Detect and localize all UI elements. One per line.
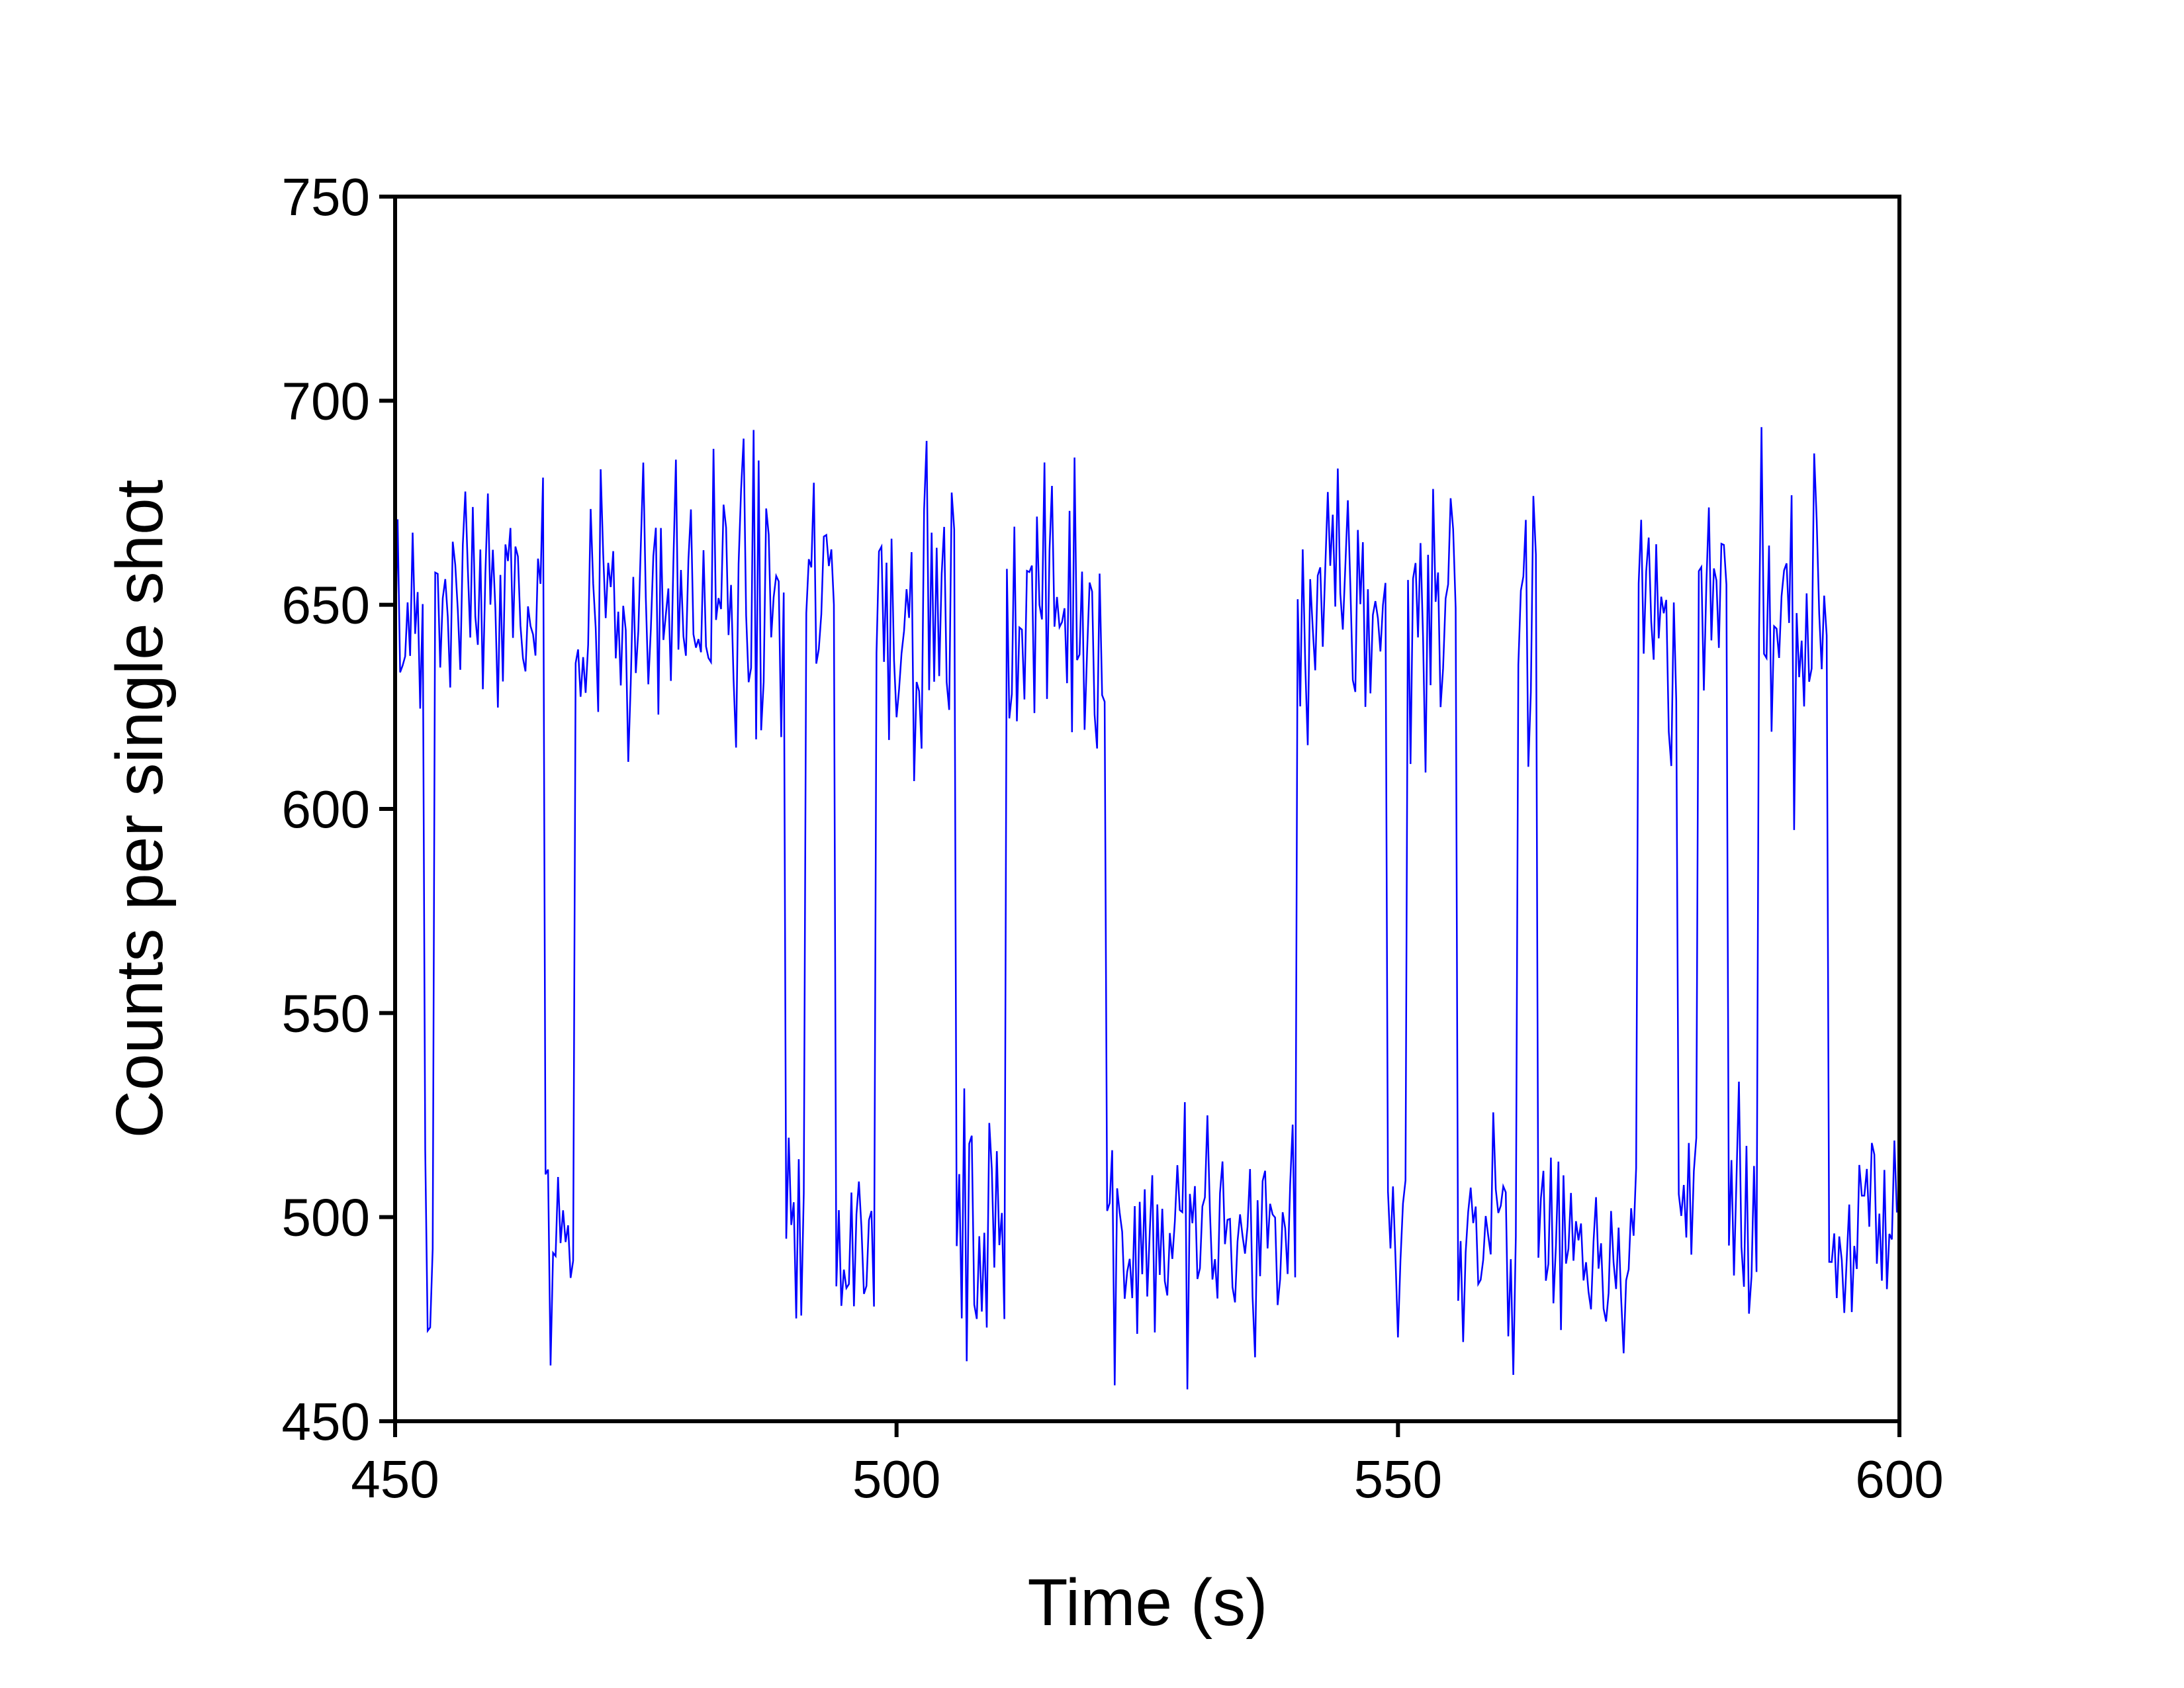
x-tick-label: 600 [1855, 1450, 1943, 1509]
series-layer [395, 427, 1898, 1389]
x-tick-label: 550 [1354, 1450, 1442, 1509]
y-tick-label: 450 [282, 1392, 370, 1451]
y-tick-label: 700 [282, 371, 370, 430]
x-axis-ticks: 450 500 550 600 [351, 1421, 1944, 1509]
y-tick-label: 600 [282, 780, 370, 839]
series-line [395, 427, 1898, 1389]
x-tick-label: 500 [852, 1450, 940, 1509]
y-axis-label: Counts per single shot [103, 479, 177, 1138]
plot-frame [393, 195, 1901, 1423]
y-axis-ticks: 450 500 550 600 650 700 750 [282, 167, 395, 1451]
x-tick-label: 450 [351, 1450, 439, 1509]
y-tick-label: 650 [282, 576, 370, 635]
x-axis-label: Time (s) [1028, 1566, 1268, 1640]
y-tick-label: 750 [282, 167, 370, 226]
y-tick-label: 500 [282, 1188, 370, 1247]
y-tick-label: 550 [282, 984, 370, 1043]
